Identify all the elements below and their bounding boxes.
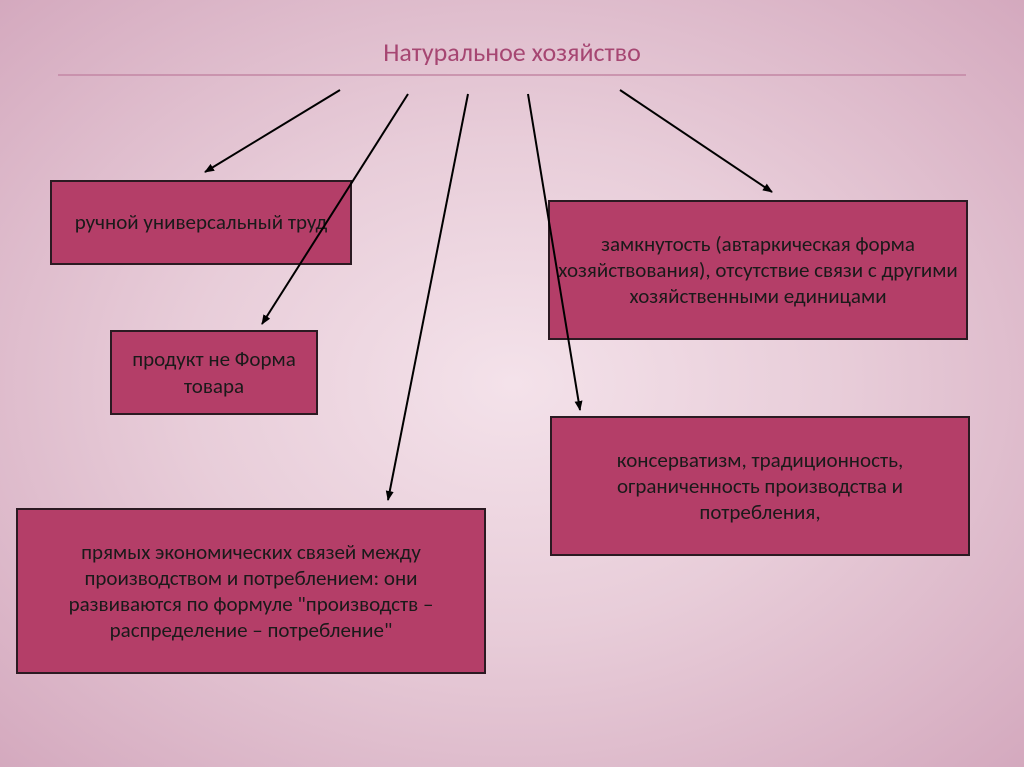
box-product-not-commodity: продукт не Форма товара [110,330,318,415]
box-label: прямых экономических связей между произв… [26,539,476,644]
box-direct-economic-links: прямых экономических связей между произв… [16,508,486,674]
box-manual-labor: ручной универсальный труд [50,180,352,265]
diagram-title: Натуральное хозяйство [0,36,1024,68]
box-label: продукт не Форма товара [120,346,308,399]
box-autarky: замкнутость (автаркическая форма хозяйст… [548,200,968,340]
box-conservatism: консерватизм, традиционность, ограниченн… [550,416,970,556]
box-label: консерватизм, традиционность, ограниченн… [560,447,960,526]
box-label: замкнутость (автаркическая форма хозяйст… [558,231,958,310]
box-label: ручной универсальный труд [75,209,328,235]
title-divider [58,74,966,76]
